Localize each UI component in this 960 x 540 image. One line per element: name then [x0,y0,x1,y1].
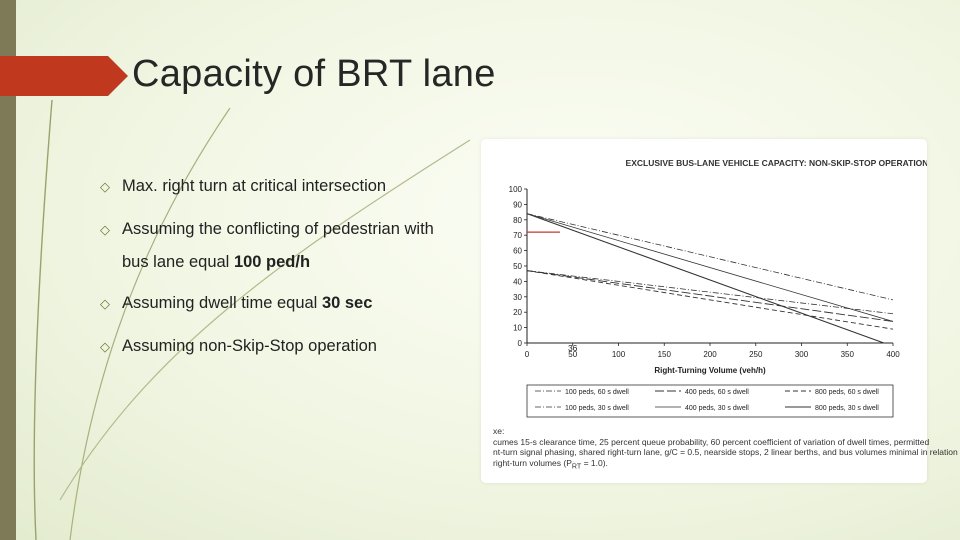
y-tick-label: 10 [513,324,522,333]
series-line [526,213,894,322]
note-line: right-turn volumes (PRT = 1.0). [493,458,958,472]
x-tick-label: 400 [886,350,900,359]
chart-image-card: EXCLUSIVE BUS-LANE VEHICLE CAPACITY: NON… [481,139,958,483]
legend-label: 400 peds, 30 s dwell [685,405,749,412]
x-tick-label: 50 [568,350,577,359]
legend-label: 100 peds, 30 s dwell [565,405,629,412]
note-subscript: RT [571,462,582,471]
left-accent-bar [0,0,16,540]
bullet-text: Max. right turn at critical intersection [122,177,387,195]
y-tick-label: 90 [513,200,522,209]
bullet-continuation: bus lane equal 100 ped/h [100,253,434,272]
annotation-label: 36 [568,343,578,353]
bullet-item: ◇ Max. right turn at critical intersectio… [100,177,386,196]
x-axis-label: Right-Turning Volume (veh/h) [654,366,766,375]
x-tick-label: 300 [795,350,809,359]
chart-notes: xe: cumes 15-s clearance time, 25 percen… [493,426,958,472]
diamond-outline-icon: ◇ [100,179,110,194]
x-tick-label: 100 [612,350,626,359]
x-tick-label: 250 [749,350,763,359]
note-line: nt-turn signal phasing, shared right-tur… [493,447,958,457]
diamond-outline-icon: ◇ [100,222,110,237]
x-tick-label: 0 [525,350,530,359]
bullet-item: ◇ Assuming non-Skip-Stop operation [100,337,377,356]
note-text: = 1.0). [581,457,608,468]
y-tick-label: 0 [518,339,523,348]
series-line [526,270,894,322]
bullet-item: ◇ Assuming dwell time equal 30 sec [100,294,372,313]
bullet-text: Assuming the conflicting of pedestrian w… [122,220,434,238]
diamond-outline-icon: ◇ [100,339,110,354]
bullet-text: Assuming dwell time equal [122,294,322,312]
note-text: right-turn volumes (P [493,457,572,468]
diamond-outline-icon: ◇ [100,296,110,311]
capacity-chart: EXCLUSIVE BUS-LANE VEHICLE CAPACITY: NON… [509,158,927,418]
x-tick-label: 150 [658,350,672,359]
chart-title: EXCLUSIVE BUS-LANE VEHICLE CAPACITY: NON… [626,158,927,168]
legend-label: 800 peds, 60 s dwell [815,389,879,396]
series-line [526,213,894,301]
bullet-item: ◇ Assuming the conflicting of pedestrian … [100,220,434,272]
y-tick-label: 70 [513,231,522,240]
legend-box [526,384,894,418]
x-tick-label: 350 [841,350,855,359]
legend-label: 800 peds, 30 s dwell [815,405,879,412]
bullet-text: bus lane equal [122,253,234,271]
series-line [526,270,894,330]
legend-label: 400 peds, 60 s dwell [685,389,749,396]
y-tick-label: 30 [513,293,522,302]
bullet-text: Assuming non-Skip-Stop operation [122,337,377,355]
bullet-emphasis: 30 sec [321,294,373,312]
note-line: cumes 15-s clearance time, 25 percent qu… [493,436,930,447]
y-tick-label: 40 [513,277,522,286]
series-line [526,213,885,344]
x-tick-label: 200 [703,350,717,359]
title-accent-shape [0,56,128,96]
y-tick-label: 100 [509,185,523,194]
bullet-emphasis: 100 ped/h [233,253,311,271]
y-tick-label: 60 [513,247,522,256]
slide-title: Capacity of BRT lane [132,53,496,95]
y-tick-label: 80 [513,216,522,225]
legend-label: 100 peds, 60 s dwell [565,389,629,396]
series-line [526,270,894,315]
note-line: xe: [493,426,505,436]
y-tick-label: 20 [513,308,522,317]
y-tick-label: 50 [513,262,522,271]
